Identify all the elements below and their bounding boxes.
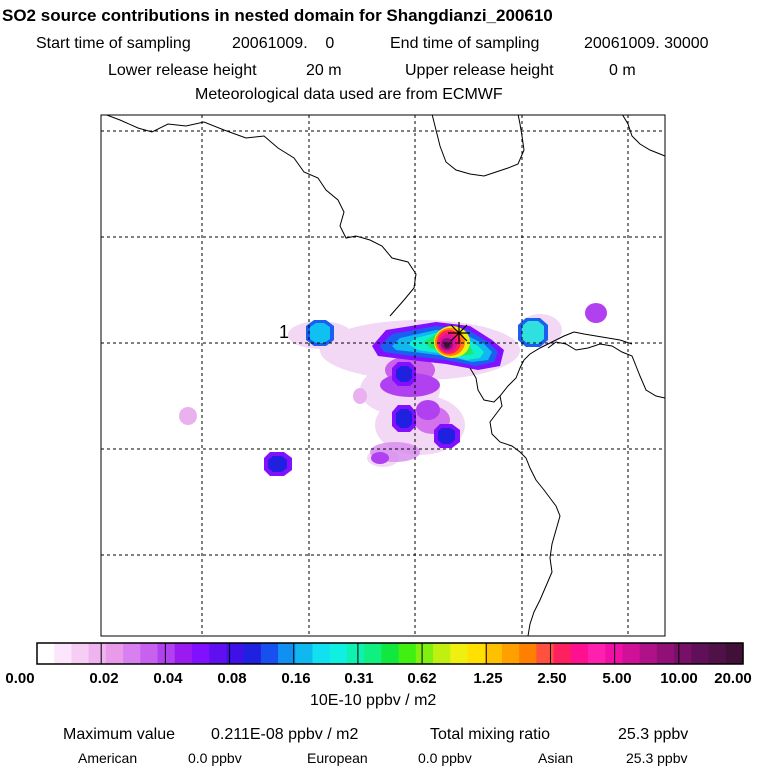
colorbar-tick-label: 0.02	[89, 670, 119, 687]
colorbar-tick-label: 1.25	[473, 670, 503, 687]
colorbar-swatch	[519, 643, 537, 664]
colorbar-tick-label: 0.31	[344, 670, 374, 687]
colorbar-tick-label: 0.04	[153, 670, 183, 687]
european-label: European	[307, 750, 368, 766]
colorbar-swatch	[88, 643, 107, 664]
colorbar-swatch	[54, 643, 73, 664]
asian-value: 25.3 ppbv	[626, 750, 688, 766]
colorbar-swatch	[123, 643, 141, 664]
lower-height-value: 20 m	[306, 62, 342, 79]
colorbar-tick-label: 20.00	[714, 670, 752, 687]
colorbar-swatch	[536, 643, 555, 664]
colorbar	[36, 642, 744, 665]
site-number-label: 1	[279, 322, 289, 342]
start-time-value: 20061009. 0	[232, 35, 335, 52]
colorbar-swatch	[37, 643, 55, 664]
colorbar-swatch	[467, 643, 486, 664]
lower-height-label: Lower release height	[108, 62, 257, 79]
end-time-label: End time of sampling	[390, 35, 540, 52]
start-time-label: Start time of sampling	[36, 35, 191, 52]
european-value: 0.0 ppbv	[418, 750, 472, 766]
colorbar-tick-label: 0.62	[407, 670, 437, 687]
colorbar-tick-label: 0.00	[5, 670, 35, 687]
american-label: American	[78, 750, 138, 766]
colorbar-swatch	[674, 643, 692, 664]
gridlines	[101, 115, 665, 636]
colorbar-swatch	[329, 643, 348, 664]
colorbar-swatch	[484, 643, 503, 664]
colorbar-tick-label: 0.08	[217, 670, 247, 687]
colorbar-swatch	[656, 643, 675, 664]
colorbar-swatch	[209, 643, 228, 664]
colorbar-swatch	[226, 643, 245, 664]
colorbar-swatch	[364, 643, 382, 664]
colorbar-swatch	[71, 643, 90, 664]
american-value: 0.0 ppbv	[188, 750, 242, 766]
map-area	[101, 115, 665, 636]
colorbar-swatch	[588, 643, 606, 664]
colorbar-swatch	[105, 643, 124, 664]
colorbar-swatch	[501, 643, 520, 664]
total-mixing-value: 25.3 ppbv	[618, 726, 689, 743]
colorbar-swatch	[553, 643, 572, 664]
colorbar-swatch	[157, 643, 176, 664]
colorbar-tick-label: 5.00	[602, 670, 632, 687]
met-data-note: Meteorological data used are from ECMWF	[195, 86, 503, 103]
colorbar-swatch	[260, 643, 279, 664]
end-time-value: 20061009. 30000	[584, 35, 709, 52]
colorbar-unit-label: 10E-10 ppbv / m2	[310, 692, 437, 709]
colorbar-swatch	[312, 643, 331, 664]
upper-height-value: 0 m	[609, 62, 636, 79]
colorbar-swatch	[725, 643, 744, 664]
colorbar-tick-label: 2.50	[537, 670, 567, 687]
colorbar-swatch	[174, 643, 193, 664]
colorbar-swatch	[570, 643, 589, 664]
colorbar-tick-label: 10.00	[660, 670, 698, 687]
colorbar-swatch	[433, 643, 451, 664]
colorbar-swatch	[381, 643, 400, 664]
coastline-borders	[105, 115, 665, 636]
colorbar-swatch	[708, 643, 727, 664]
upper-height-label: Upper release height	[405, 62, 554, 79]
colorbar-swatch	[295, 643, 314, 664]
map-frame	[100, 114, 666, 637]
total-mixing-label: Total mixing ratio	[430, 726, 551, 743]
colorbar-swatch	[450, 643, 469, 664]
colorbar-swatch	[691, 643, 710, 664]
colorbar-tick-label: 0.16	[281, 670, 311, 687]
concentration-field	[179, 303, 607, 476]
colorbar-swatch	[398, 643, 417, 664]
plot-title: SO2 source contributions in nested domai…	[2, 6, 553, 25]
receptor-site-marker	[448, 322, 470, 344]
colorbar-swatch	[140, 643, 159, 664]
max-value: 0.211E-08 ppbv / m2	[211, 726, 359, 743]
max-value-label: Maximum value	[63, 726, 176, 743]
colorbar-swatch	[346, 643, 365, 664]
asian-label: Asian	[538, 750, 574, 766]
colorbar-swatch	[191, 643, 210, 664]
colorbar-swatch	[415, 643, 434, 664]
colorbar-swatch	[622, 643, 641, 664]
colorbar-swatch	[243, 643, 262, 664]
colorbar-swatch	[639, 643, 658, 664]
colorbar-swatch	[278, 643, 296, 664]
